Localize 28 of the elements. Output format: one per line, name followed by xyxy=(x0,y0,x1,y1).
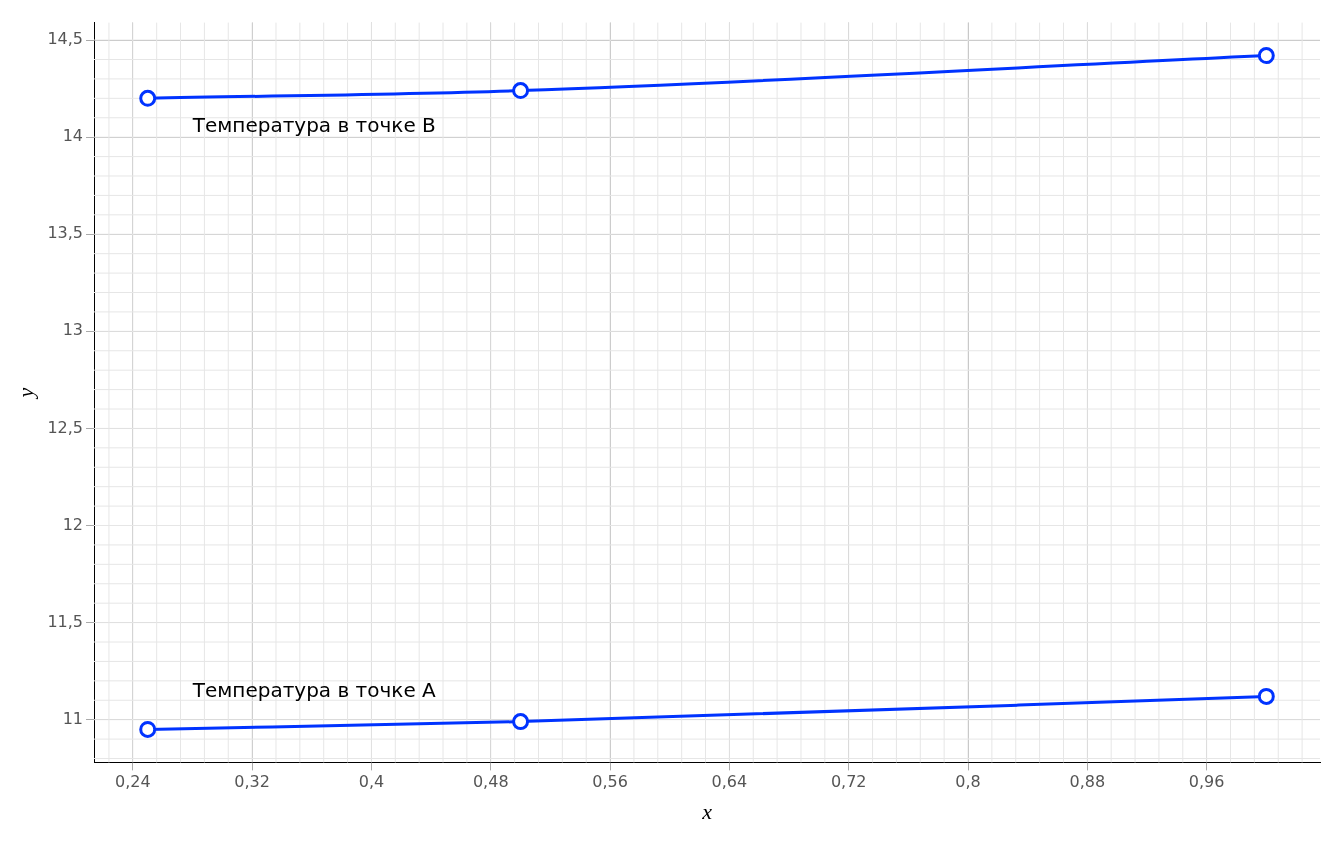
point xyxy=(139,720,157,738)
y-tick-label: 14 xyxy=(62,126,84,146)
y-tick-label: 12 xyxy=(62,514,84,534)
y-tick-label: 12,5 xyxy=(47,417,84,437)
point xyxy=(512,713,530,731)
x-axis-title: x xyxy=(701,798,713,824)
x-tick-label: 0,8 xyxy=(955,772,981,792)
x-tick-label: 0,96 xyxy=(1188,772,1225,792)
y-tick-label: 11 xyxy=(62,708,84,728)
series-label: Температура в точке B xyxy=(191,112,436,137)
y-tick-label: 13,5 xyxy=(47,223,84,243)
y-tick-label: 14,5 xyxy=(47,29,84,49)
x-tick-label: 0,4 xyxy=(358,772,385,792)
point xyxy=(139,89,157,107)
point xyxy=(1257,47,1275,65)
y-axis-title: y xyxy=(12,387,38,400)
series-label: Температура в точке A xyxy=(191,677,437,702)
y-tick-label: 11,5 xyxy=(47,611,84,631)
y-tick-label: 13 xyxy=(62,320,84,340)
point xyxy=(1257,687,1275,705)
x-tick-label: 0,56 xyxy=(592,772,628,792)
x-tick-label: 0,88 xyxy=(1069,772,1106,792)
x-tick-label: 0,72 xyxy=(830,772,867,792)
x-tick-label: 0,48 xyxy=(472,772,509,792)
x-tick-label: 0,32 xyxy=(234,772,270,792)
point xyxy=(512,82,530,100)
x-tick-label: 0,64 xyxy=(711,772,748,792)
x-tick-label: 0,24 xyxy=(114,772,151,792)
